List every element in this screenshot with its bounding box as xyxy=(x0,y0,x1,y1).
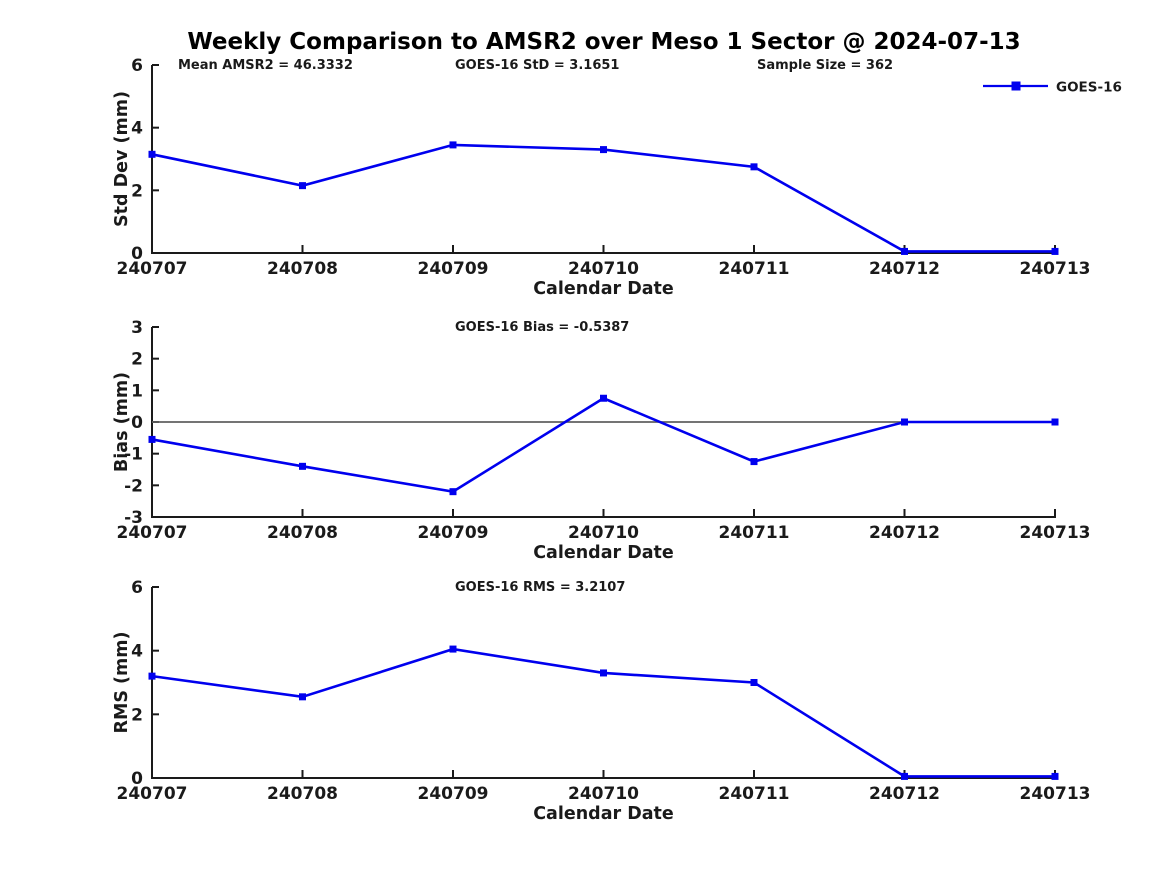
data-point-marker xyxy=(901,418,908,426)
figure-title: Weekly Comparison to AMSR2 over Meso 1 S… xyxy=(187,29,1021,55)
data-point-marker xyxy=(449,645,457,653)
x-tick-label: 240712 xyxy=(869,784,940,804)
legend: GOES-16 xyxy=(983,80,1122,96)
y-axis-label: RMS (mm) xyxy=(112,631,132,733)
x-axis-label: Calendar Date xyxy=(533,543,674,563)
stat-annotation: GOES-16 StD = 3.1651 xyxy=(455,58,619,73)
x-axis-label: Calendar Date xyxy=(533,279,674,299)
data-point-marker xyxy=(750,679,758,686)
x-tick-label: 240713 xyxy=(1020,784,1091,804)
series-line xyxy=(151,647,1055,778)
x-axis-label: Calendar Date xyxy=(533,804,674,824)
x-tick-label: 240710 xyxy=(568,784,639,804)
data-point-marker xyxy=(1051,418,1059,426)
data-point-marker xyxy=(1051,772,1059,780)
y-tick-label: 2 xyxy=(131,350,143,370)
data-point-marker xyxy=(299,462,306,470)
x-tick-label: 240709 xyxy=(418,784,489,804)
x-tick-label: 240709 xyxy=(418,523,489,543)
subplot-stddev: 0 2 4 6 240707 240708 240709 240710 240711 240712… xyxy=(112,56,1122,299)
y-tick-label: -1 xyxy=(124,445,143,465)
x-tick-label: 240708 xyxy=(267,523,338,543)
series-line xyxy=(151,143,1055,253)
data-point-marker xyxy=(148,150,156,158)
y-tick-label: 3 xyxy=(131,318,143,338)
x-tick-label: 240707 xyxy=(117,259,188,279)
data-point-marker xyxy=(600,669,607,677)
y-tick-label: -3 xyxy=(124,508,143,528)
stat-annotation: Mean AMSR2 = 46.3332 xyxy=(178,58,353,73)
stat-annotation: GOES-16 Bias = -0.5387 xyxy=(455,320,629,335)
y-axis-label: Bias (mm) xyxy=(112,372,132,472)
x-tick-label: 240713 xyxy=(1020,259,1091,279)
x-tick-label: 240708 xyxy=(267,784,338,804)
data-point-marker xyxy=(449,141,457,149)
data-point-marker xyxy=(449,488,457,496)
x-tick-label: 240713 xyxy=(1020,523,1091,543)
stat-annotation: GOES-16 RMS = 3.2107 xyxy=(455,580,625,595)
x-tick-label: 240711 xyxy=(719,784,790,804)
y-tick-label: 1 xyxy=(131,381,143,401)
subplot-bias: -3 -2 -1 0 1 2 3 240707 240708 240709 240710 240711… xyxy=(112,318,1090,563)
legend-label: GOES-16 xyxy=(1056,80,1122,96)
stat-annotation: Sample Size = 362 xyxy=(757,58,893,73)
x-tick-label: 240708 xyxy=(267,259,338,279)
data-point-marker xyxy=(600,394,607,402)
data-point-marker xyxy=(148,435,156,443)
data-point-marker xyxy=(1051,247,1059,255)
y-tick-label: 6 xyxy=(131,578,143,598)
data-point-marker xyxy=(901,247,908,255)
data-point-marker xyxy=(901,772,908,780)
y-tick-label: -2 xyxy=(124,476,143,496)
subplot-rms: 0 2 4 6 240707 240708 240709 240710 240711 240712… xyxy=(112,578,1090,824)
legend-marker xyxy=(1011,81,1021,91)
y-tick-label: 2 xyxy=(131,181,143,201)
y-axis-label: Std Dev (mm) xyxy=(112,91,132,227)
y-tick-label: 6 xyxy=(131,56,143,76)
data-point-marker xyxy=(750,458,758,466)
x-tick-label: 240710 xyxy=(568,259,639,279)
x-tick-label: 240707 xyxy=(117,784,188,804)
data-point-marker xyxy=(299,693,306,701)
y-tick-label: 2 xyxy=(131,705,143,725)
y-tick-label: 0 xyxy=(131,244,143,264)
y-tick-label: 0 xyxy=(131,413,143,433)
data-point-marker xyxy=(750,163,758,171)
data-point-marker xyxy=(148,672,156,680)
y-tick-label: 4 xyxy=(131,119,143,139)
x-tick-label: 240710 xyxy=(568,523,639,543)
y-tick-label: 0 xyxy=(131,769,143,789)
x-tick-label: 240709 xyxy=(418,259,489,279)
data-point-marker xyxy=(600,146,607,154)
y-tick-label: 4 xyxy=(131,642,143,662)
x-tick-label: 240712 xyxy=(869,259,940,279)
x-tick-label: 240707 xyxy=(117,523,188,543)
data-point-marker xyxy=(299,182,306,190)
x-tick-label: 240711 xyxy=(719,523,790,543)
x-tick-label: 240712 xyxy=(869,523,940,543)
series-line xyxy=(151,396,1055,494)
x-tick-label: 240711 xyxy=(719,259,790,279)
